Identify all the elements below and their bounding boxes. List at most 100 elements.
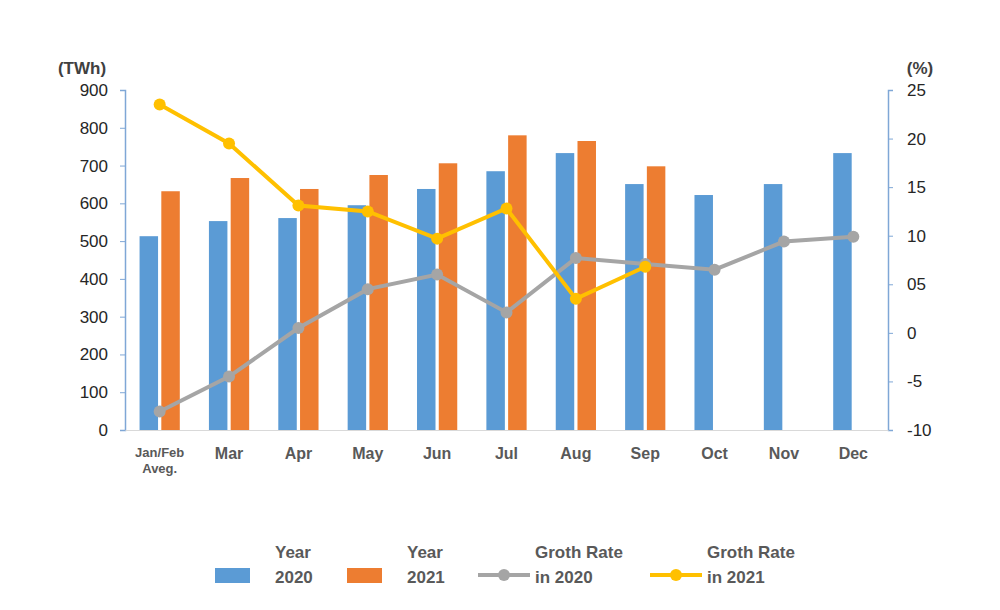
line-marker [847, 231, 859, 243]
y-tick-label: 700 [80, 156, 108, 175]
legend-label: Year2021 [407, 543, 445, 587]
y-tick-mark [120, 430, 125, 431]
y2-tick-label: 15 [907, 178, 926, 197]
bar [764, 184, 782, 430]
y-tick-label: 500 [80, 232, 108, 251]
y-tick-label: 0 [99, 421, 108, 440]
legend: Year2020 Year2021 Groth Ratein 2020 Groth R… [215, 543, 795, 587]
y2-tick-mark [888, 236, 893, 237]
x-tick: Dec [839, 430, 868, 462]
line-marker [223, 371, 235, 383]
legend-item: Groth Ratein 2021 [650, 543, 795, 587]
y2-tick-mark [888, 430, 893, 431]
x-tick: Jan/FebAveg. [135, 430, 184, 476]
y-tick: 300 [80, 308, 125, 327]
line-marker [223, 137, 235, 149]
y2-tick: 05 [888, 275, 926, 294]
bar [625, 184, 643, 430]
bar [231, 178, 249, 430]
bar [417, 189, 435, 430]
y2-tick-mark [888, 139, 893, 140]
legend-swatch [347, 568, 382, 583]
y2-tick-label: -5 [907, 372, 922, 391]
y-tick-mark [120, 90, 125, 91]
bar [647, 166, 665, 430]
y2-tick: -10 [888, 421, 932, 440]
y2-tick-mark [888, 284, 893, 285]
y2-tick-mark [888, 381, 893, 382]
x-tick-label: Jun [423, 445, 451, 462]
legend-swatch [498, 569, 510, 581]
legend-item: Groth Ratein 2020 [478, 543, 623, 587]
line-marker [639, 261, 651, 273]
y2-tick-label: 10 [907, 227, 926, 246]
y2-tick: -5 [888, 372, 922, 391]
chart: 0100200300400500600700800900-10-50051015… [0, 0, 1000, 610]
y2-axis-line [889, 91, 894, 431]
y-tick: 600 [80, 194, 125, 213]
line-marker [362, 205, 374, 217]
y-tick-label: 600 [80, 194, 108, 213]
y-tick-mark [120, 166, 125, 167]
line-marker [501, 203, 513, 215]
y-axis-title: (TWh) [58, 59, 106, 78]
bar [694, 195, 712, 430]
y2-tick-label: 20 [907, 130, 926, 149]
x-tick: Jun [423, 430, 451, 462]
bar [577, 141, 595, 430]
y-tick-label: 400 [80, 270, 108, 289]
y-tick: 700 [80, 156, 125, 175]
legend-label: Groth Ratein 2020 [535, 543, 623, 587]
y-tick: 900 [80, 81, 125, 100]
x-tick: Nov [769, 430, 799, 462]
x-tick: May [352, 430, 383, 462]
y-tick-mark [120, 317, 125, 318]
x-tick-label: Apr [285, 445, 313, 462]
line-marker [778, 236, 790, 248]
y-tick-mark [120, 279, 125, 280]
line-marker [431, 233, 443, 245]
y-tick: 400 [80, 270, 125, 289]
x-tick-label: May [352, 445, 383, 462]
y-tick-label: 300 [80, 308, 108, 327]
bar [508, 135, 526, 430]
bar [439, 163, 457, 430]
line [160, 237, 854, 412]
y-tick-mark [120, 241, 125, 242]
bar-series [140, 153, 852, 430]
y2-tick: 0 [888, 324, 916, 343]
y-axis-line [120, 91, 126, 431]
legend-label: Year2020 [275, 543, 313, 587]
legend-label: Groth Ratein 2021 [707, 543, 795, 587]
plot-area [140, 99, 860, 430]
x-tick-label: Aug [560, 445, 591, 462]
x-tick: Mar [215, 430, 243, 462]
y2-tick-label: 25 [907, 81, 926, 100]
y2-tick: 10 [888, 227, 926, 246]
y-tick-mark [120, 128, 125, 129]
y-tick-label: 100 [80, 383, 108, 402]
x-tick: Sep [631, 430, 661, 462]
bar [161, 191, 179, 430]
bar [209, 221, 227, 430]
x-tick-label: Nov [769, 445, 799, 462]
line-marker [362, 283, 374, 295]
line-marker [154, 406, 166, 418]
x-axis-line [126, 430, 889, 431]
bar [300, 189, 318, 430]
line-marker [570, 293, 582, 305]
y2-tick: 20 [888, 130, 926, 149]
bar [348, 205, 366, 430]
line-marker [431, 269, 443, 281]
y2-tick-mark [888, 333, 893, 334]
legend-swatch [670, 569, 682, 581]
line-marker [570, 252, 582, 264]
x-tick-label: Sep [631, 445, 661, 462]
line-marker [154, 99, 166, 111]
bar-series [161, 135, 665, 430]
y-tick-mark [120, 392, 125, 393]
line-marker [292, 200, 304, 212]
bar [833, 153, 851, 430]
x-tick: Jul [495, 430, 518, 462]
legend-swatch [215, 568, 250, 583]
